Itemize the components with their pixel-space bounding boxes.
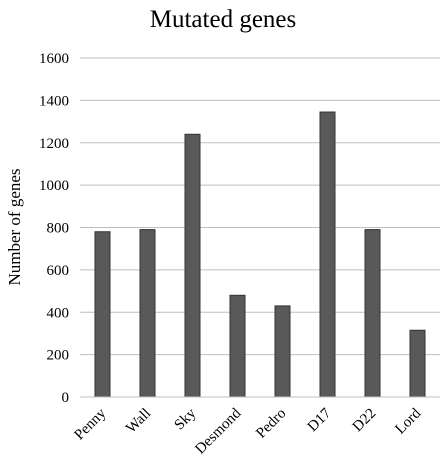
- bar-sky: [184, 133, 201, 398]
- y-tick-label: 1000: [39, 178, 69, 194]
- x-tick-label: D22: [350, 406, 380, 436]
- x-tick-label: Sky: [172, 405, 200, 433]
- bar-desmond: [229, 294, 246, 398]
- y-tick-labels: 0 200 400 600 800 1000 1200 1400 1600: [39, 51, 69, 406]
- y-axis-label: Number of genes: [5, 168, 24, 285]
- y-tick-label: 1200: [39, 136, 69, 152]
- x-tick-label: Desmond: [192, 405, 244, 457]
- y-tick-label: 800: [47, 221, 70, 237]
- bar-penny: [94, 231, 111, 398]
- y-tick-label: 400: [47, 305, 70, 321]
- x-tick-label: Lord: [392, 405, 424, 437]
- x-tick-label: Wall: [123, 406, 154, 437]
- bar-wall: [139, 229, 156, 398]
- x-tick-label: Pedro: [253, 406, 289, 442]
- x-tick-label: Penny: [71, 405, 109, 443]
- y-tick-label: 600: [47, 263, 70, 279]
- y-tick-label: 200: [47, 348, 70, 364]
- bar-pedro: [274, 305, 291, 398]
- bar-lord: [409, 329, 426, 398]
- gridlines: [80, 57, 440, 356]
- bar-d17: [319, 111, 336, 398]
- y-tick-label: 1600: [39, 51, 69, 67]
- x-tick-label: D17: [305, 405, 335, 435]
- chart-title: Mutated genes: [150, 6, 296, 33]
- y-tick-label: 0: [62, 390, 70, 406]
- y-tick-label: 1400: [39, 93, 69, 109]
- bar-d22: [364, 229, 381, 398]
